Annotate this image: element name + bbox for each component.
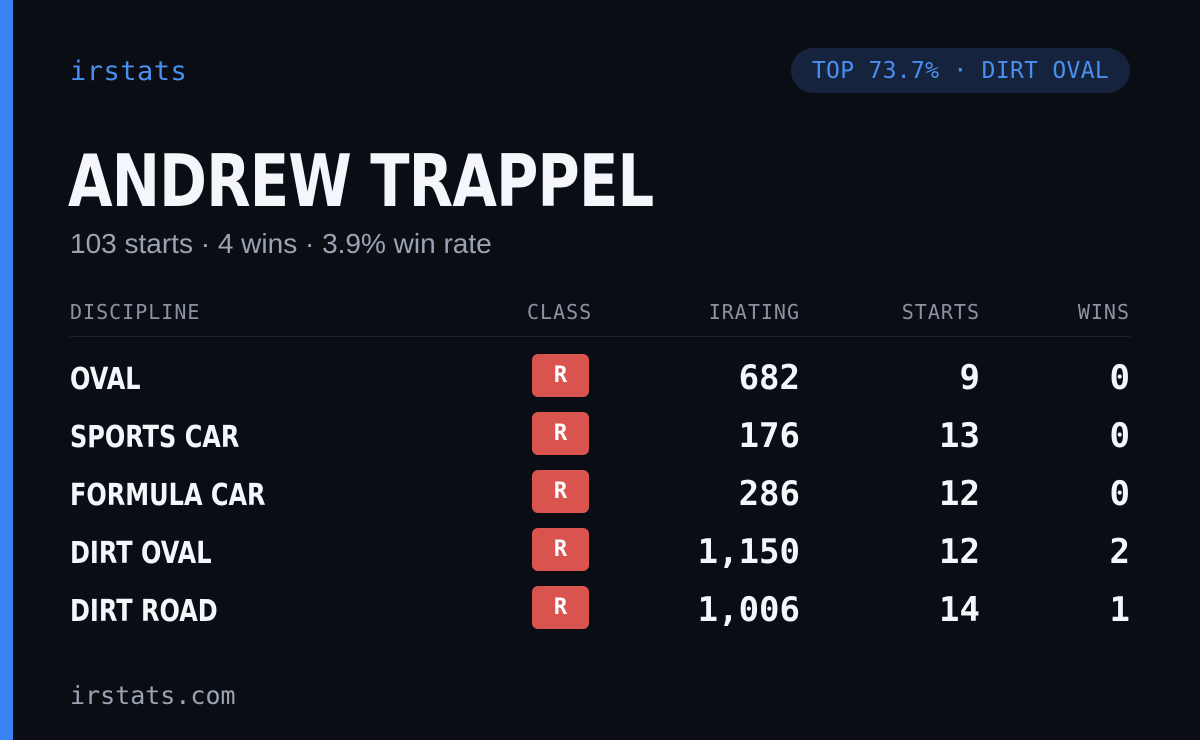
wins-value: 0: [1109, 474, 1130, 514]
irating-value: 682: [738, 358, 800, 398]
header-starts: STARTS: [901, 300, 980, 324]
class-badge: R: [532, 470, 589, 513]
accent-bar: [0, 0, 13, 740]
table-row: DIRT ROAD R 1,006 14 1: [70, 586, 1130, 636]
discipline-name: DIRT OVAL: [70, 536, 212, 571]
irating-value: 286: [738, 474, 800, 514]
class-badge: R: [532, 412, 589, 455]
header-class: CLASS: [527, 300, 593, 324]
footer-url[interactable]: irstats.com: [70, 681, 236, 710]
brand-logo[interactable]: irstats: [70, 56, 188, 87]
wins-value: 0: [1109, 358, 1130, 398]
discipline-name: OVAL: [70, 362, 141, 397]
table-row: DIRT OVAL R 1,150 12 2: [70, 528, 1130, 578]
starts-value: 13: [939, 416, 980, 456]
wins-value: 1: [1109, 590, 1130, 630]
wins-value: 2: [1109, 532, 1130, 572]
table-row: SPORTS CAR R 176 13 0: [70, 412, 1130, 462]
rank-badge: TOP 73.7% · DIRT OVAL: [790, 48, 1130, 93]
discipline-name: FORMULA CAR: [70, 478, 266, 513]
irating-value: 1,150: [697, 532, 800, 572]
driver-summary: 103 starts · 4 wins · 3.9% win rate: [70, 228, 492, 259]
irating-value: 176: [738, 416, 800, 456]
header-discipline: DISCIPLINE: [70, 300, 201, 324]
header-irating: IRATING: [708, 300, 800, 324]
driver-name: ANDREW TRAPPEL: [68, 139, 654, 223]
discipline-name: DIRT ROAD: [70, 594, 218, 629]
irating-value: 1,006: [697, 590, 800, 630]
class-badge: R: [532, 354, 589, 397]
class-badge: R: [532, 528, 589, 571]
table-row: OVAL R 682 9 0: [70, 354, 1130, 404]
starts-value: 9: [959, 358, 980, 398]
table-row: FORMULA CAR R 286 12 0: [70, 470, 1130, 520]
header-wins: WINS: [1077, 300, 1130, 324]
starts-value: 12: [939, 474, 980, 514]
wins-value: 0: [1109, 416, 1130, 456]
header-divider: [70, 336, 1130, 337]
starts-value: 14: [939, 590, 980, 630]
starts-value: 12: [939, 532, 980, 572]
class-badge: R: [532, 586, 589, 629]
discipline-name: SPORTS CAR: [70, 420, 240, 455]
